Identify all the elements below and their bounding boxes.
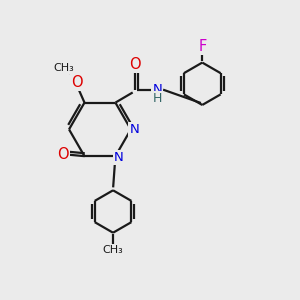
Text: CH₃: CH₃ xyxy=(103,245,123,255)
Text: N: N xyxy=(152,83,162,96)
Text: O: O xyxy=(58,147,69,162)
Text: N: N xyxy=(130,123,139,136)
Text: F: F xyxy=(198,39,206,54)
Text: O: O xyxy=(130,57,141,72)
Text: H: H xyxy=(152,92,162,105)
Text: N: N xyxy=(114,151,124,164)
Text: CH₃: CH₃ xyxy=(53,63,74,73)
Text: O: O xyxy=(71,75,83,90)
